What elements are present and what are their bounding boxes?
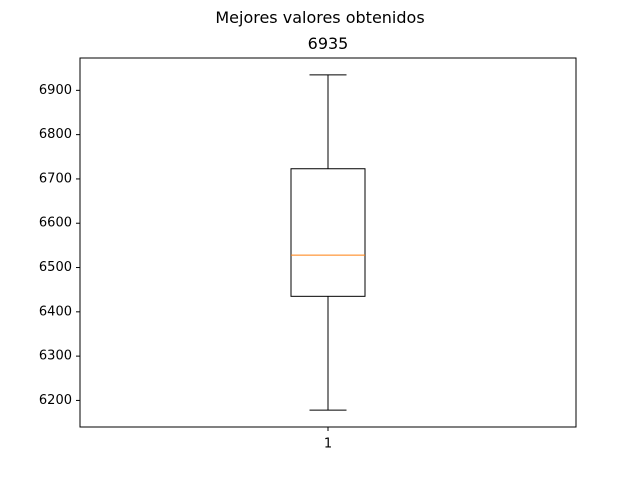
y-tick-label: 6700 [39,171,72,186]
y-tick-label: 6400 [39,304,72,319]
y-axis-ticks: 6200 6300 6400 6500 6600 6700 6800 6900 [39,83,80,408]
axes-title: 6935 [307,34,349,53]
box-iqr [290,168,366,297]
x-axis-ticks: 1 [324,427,332,452]
y-tick-label: 6300 [39,349,72,364]
figure-suptitle: Mejores valores obtenidos [215,8,425,27]
x-tick-label: 1 [324,437,332,452]
y-tick-label: 6200 [39,393,72,408]
y-tick-label: 6900 [39,83,72,98]
boxplot-series [290,74,366,411]
plot-area-frame [79,57,577,428]
y-tick-label: 6600 [39,216,72,231]
y-tick-label: 6500 [39,260,72,275]
y-tick-label: 6800 [39,127,72,142]
